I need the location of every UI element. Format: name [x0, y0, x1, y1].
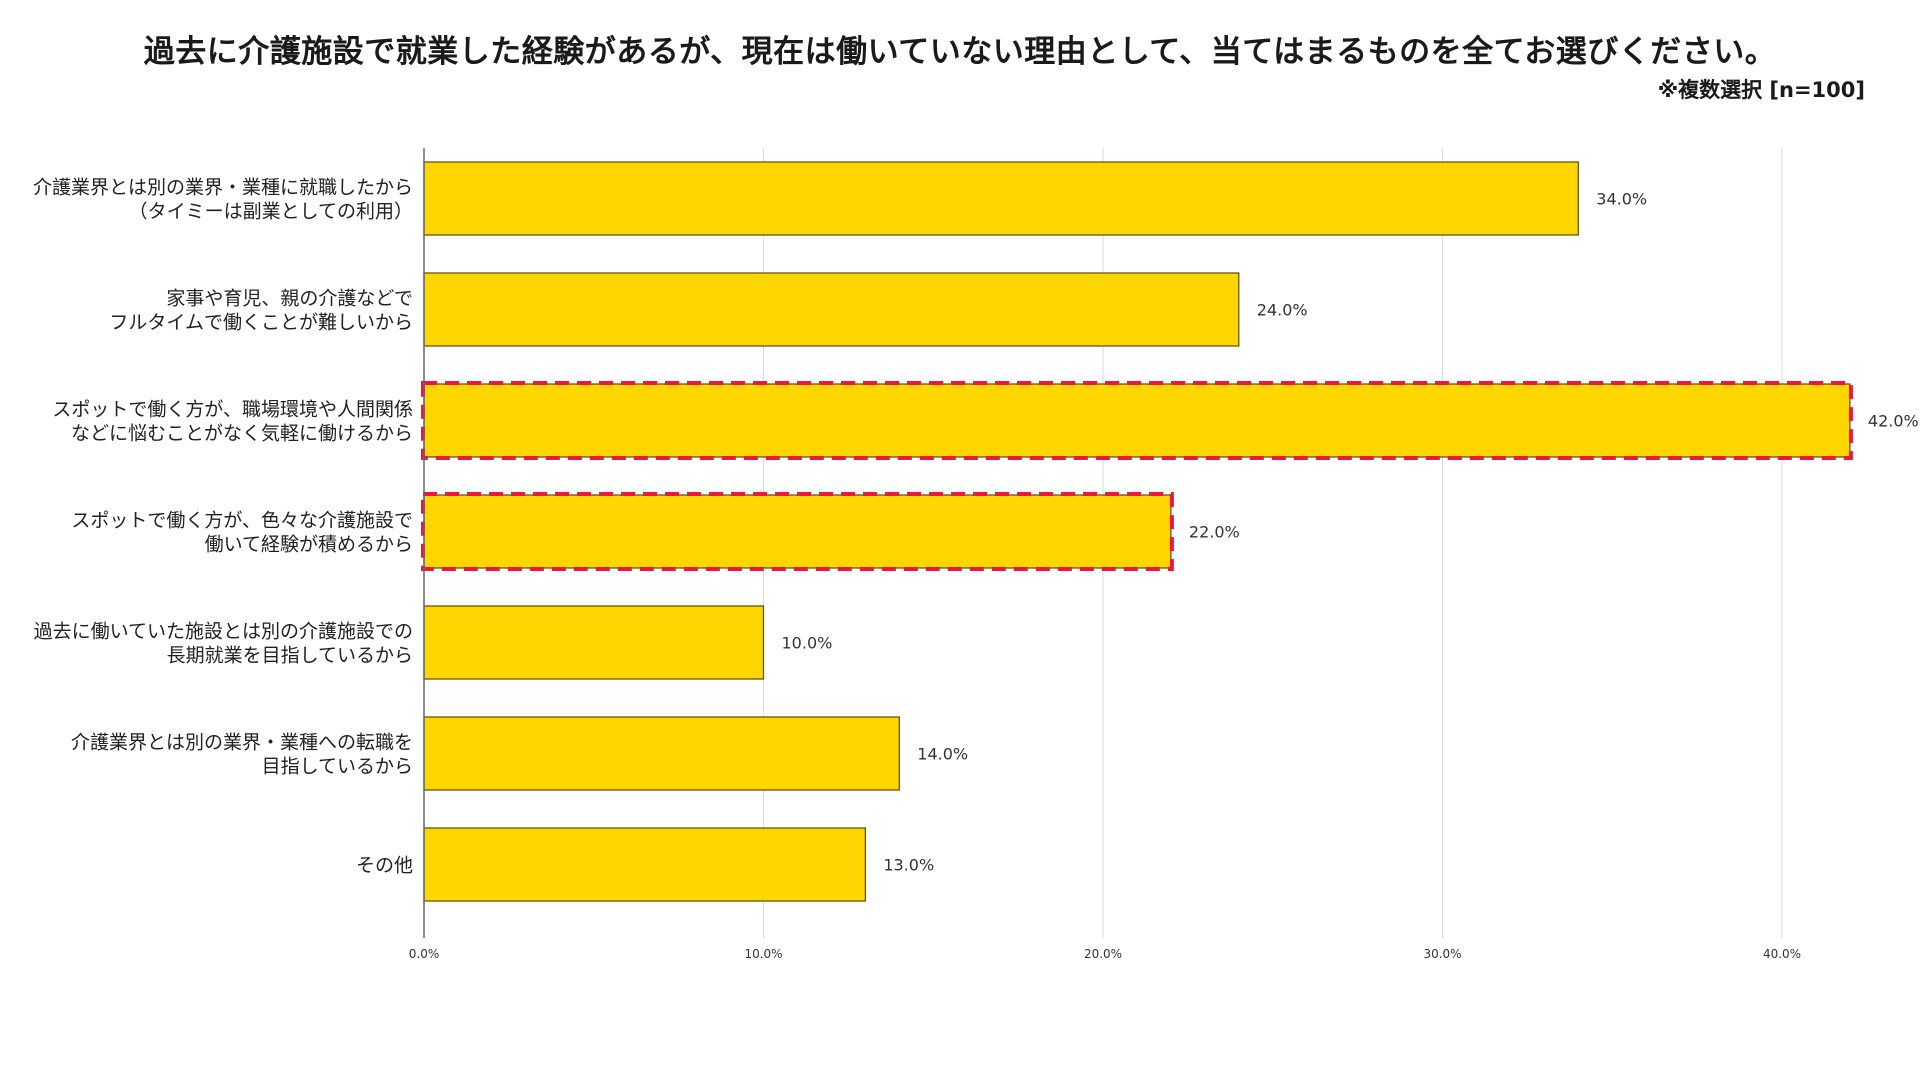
x-tick-label: 0.0%	[409, 947, 440, 961]
category-label: 家事や育児、親の介護などで	[166, 288, 413, 310]
data-label: 34.0%	[1596, 190, 1647, 209]
data-label: 24.0%	[1257, 301, 1308, 320]
category-label: フルタイムで働くことが難しいから	[109, 312, 413, 334]
x-tick-label: 30.0%	[1423, 947, 1461, 961]
data-label: 13.0%	[883, 856, 934, 875]
category-label: などに悩むことがなく気軽に働けるから	[71, 423, 413, 445]
bar	[423, 272, 1240, 347]
data-label: 22.0%	[1189, 523, 1240, 542]
category-label: スポットで働く方が、色々な介護施設で	[71, 510, 413, 532]
category-label: スポットで働く方が、職場環境や人間関係	[52, 399, 413, 421]
data-label: 10.0%	[782, 634, 833, 653]
category-label: 目指しているから	[262, 756, 413, 778]
x-tick-label: 40.0%	[1763, 947, 1801, 961]
bar	[423, 827, 866, 902]
bar	[423, 494, 1172, 569]
bar	[423, 605, 765, 680]
category-label: 働いて経験が積めるから	[205, 534, 413, 556]
data-label: 14.0%	[917, 745, 968, 764]
chart-title: 過去に介護施設で就業した経験があるが、現在は働いていない理由として、当てはまるも…	[143, 34, 1777, 70]
category-label: 過去に働いていた施設とは別の介護施設での	[34, 621, 413, 643]
highlight-box	[421, 381, 1853, 460]
sample-note: ※複数選択 [n=100]	[1657, 78, 1865, 102]
category-label: 長期就業を目指しているから	[167, 645, 413, 667]
highlight-box	[421, 492, 1174, 571]
bar	[423, 383, 1851, 458]
data-label: 42.0%	[1868, 412, 1919, 431]
category-label: その他	[356, 855, 413, 877]
bar	[423, 716, 900, 791]
x-tick-label: 10.0%	[744, 947, 782, 961]
bar	[423, 161, 1579, 236]
category-label: （タイミーは副業としての利用）	[129, 201, 413, 223]
category-label: 介護業界とは別の業界・業種への転職を	[71, 732, 413, 754]
x-tick-label: 20.0%	[1084, 947, 1122, 961]
category-label: 介護業界とは別の業界・業種に就職したから	[33, 177, 413, 199]
